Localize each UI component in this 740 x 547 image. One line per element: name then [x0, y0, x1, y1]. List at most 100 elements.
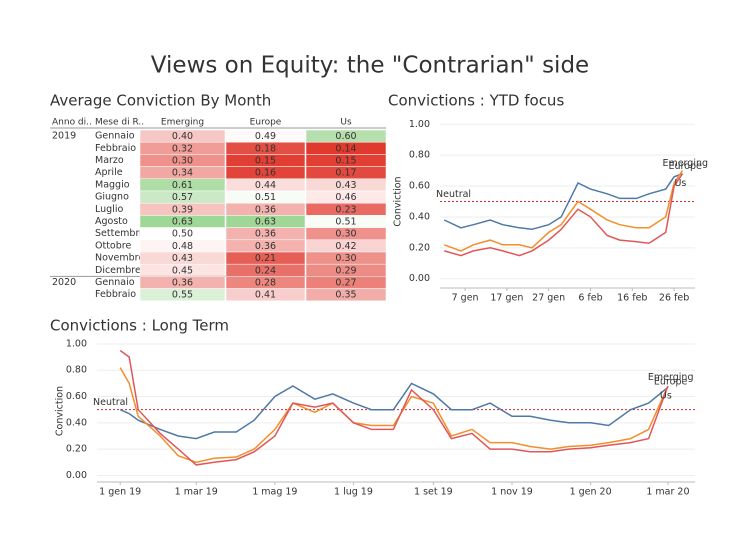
series-line — [119, 382, 669, 440]
month-label: Giugno — [95, 192, 129, 203]
cell-label: 0.44 — [255, 180, 276, 191]
y-tick-label: 1.00 — [409, 119, 430, 130]
series-line — [119, 367, 669, 464]
y-tick-label: 0.40 — [66, 417, 87, 428]
cell-label: 0.36 — [255, 229, 276, 240]
y-tick-label: 0.00 — [66, 470, 87, 481]
cell-label: 0.60 — [335, 131, 356, 142]
y-tick-label: 0.40 — [409, 211, 430, 222]
heatmap-title: Average Conviction By Month — [50, 92, 271, 110]
cell-label: 0.34 — [172, 168, 193, 179]
cell-label: 0.43 — [335, 180, 356, 191]
month-label: Maggio — [95, 179, 130, 190]
series-line — [443, 173, 684, 257]
series-line — [443, 172, 683, 231]
year-label: 2019 — [52, 131, 76, 142]
cell-label: 0.36 — [172, 278, 193, 289]
y-tick-label: 0.60 — [66, 391, 87, 402]
series-line — [119, 349, 669, 466]
cell-label: 0.57 — [172, 192, 193, 203]
x-tick-label: 1 lug 19 — [334, 487, 373, 498]
cell-label: 0.17 — [335, 168, 356, 179]
column-header: Europe — [250, 118, 282, 128]
series-line — [443, 170, 684, 252]
cell-label: 0.42 — [335, 241, 356, 252]
cell-label: 0.32 — [172, 143, 193, 154]
cell-label: 0.36 — [255, 241, 276, 252]
x-tick-label: 1 mar 20 — [646, 487, 689, 498]
cell-label: 0.40 — [172, 131, 193, 142]
y-tick-label: 0.20 — [66, 444, 87, 455]
cell-label: 0.55 — [172, 290, 193, 301]
month-label: Agosto — [95, 216, 128, 227]
x-tick-label: 27 gen — [532, 293, 565, 304]
row-header: Anno di.. — [52, 118, 92, 128]
y-tick-label: 1.00 — [66, 338, 87, 349]
x-tick-label: 16 feb — [617, 293, 647, 304]
cell-label: 0.48 — [172, 241, 193, 252]
cell-label: 0.28 — [255, 278, 276, 289]
x-tick-label: 1 gen 20 — [570, 487, 612, 498]
x-tick-label: 1 mag 19 — [252, 487, 297, 498]
cell-label: 0.27 — [335, 278, 356, 289]
cell-label: 0.43 — [172, 253, 193, 264]
cell-label: 0.35 — [335, 290, 356, 301]
x-tick-label: 26 feb — [659, 293, 689, 304]
y-tick-label: 0.80 — [409, 150, 430, 161]
month-label: Novembre — [95, 253, 144, 264]
x-tick-label: 7 gen — [452, 293, 479, 304]
neutral-label: Neutral — [436, 189, 471, 200]
cell-label: 0.14 — [335, 143, 356, 154]
x-tick-label: 1 set 19 — [414, 487, 453, 498]
cell-label: 0.23 — [335, 204, 356, 215]
cell-label: 0.15 — [255, 156, 276, 167]
x-tick-label: 17 gen — [490, 293, 523, 304]
month-label: Dicembre — [95, 265, 141, 276]
cell-label: 0.24 — [255, 265, 276, 276]
cell-label: 0.36 — [255, 204, 276, 215]
heat-cell — [139, 288, 226, 302]
cell-label: 0.15 — [335, 156, 356, 167]
cell-label: 0.61 — [172, 180, 193, 191]
month-label: Febbraio — [95, 289, 136, 300]
y-tick-label: 0.20 — [409, 242, 430, 253]
x-tick-label: 1 gen 19 — [99, 487, 141, 498]
y-tick-label: 0.00 — [409, 273, 430, 284]
cell-label: 0.46 — [335, 192, 356, 203]
chart-title: Convictions : Long Term — [50, 317, 229, 335]
heat-cell — [305, 288, 387, 302]
page-title: Views on Equity: the "Contrarian" side — [151, 53, 589, 79]
cell-label: 0.21 — [255, 253, 276, 264]
heat-cell — [225, 288, 306, 302]
cell-label: 0.18 — [255, 143, 276, 154]
series-label: Us — [674, 178, 686, 189]
cell-label: 0.51 — [335, 217, 356, 228]
y-axis-label: Conviction — [55, 386, 66, 436]
y-tick-label: 0.80 — [66, 365, 87, 376]
series-label: Europe — [654, 377, 688, 388]
cell-label: 0.39 — [172, 204, 193, 215]
chart-title: Convictions : YTD focus — [388, 92, 564, 110]
x-tick-label: 1 nov 19 — [491, 487, 533, 498]
series-label: Us — [660, 391, 672, 402]
month-label: Febbraio — [95, 143, 136, 154]
month-label: Gennaio — [95, 277, 135, 288]
cell-label: 0.41 — [255, 290, 276, 301]
cell-label: 0.51 — [255, 192, 276, 203]
row-header: Mese di R.. — [95, 118, 144, 128]
cell-label: 0.16 — [255, 168, 276, 179]
x-tick-label: 6 feb — [578, 293, 602, 304]
y-tick-label: 0.60 — [409, 181, 430, 192]
cell-label: 0.30 — [335, 253, 356, 264]
cell-label: 0.49 — [255, 131, 276, 142]
cell-label: 0.29 — [335, 265, 356, 276]
column-header: Us — [340, 118, 352, 128]
month-label: Settembre — [95, 228, 145, 239]
month-label: Marzo — [95, 155, 124, 166]
column-header: Emerging — [161, 118, 204, 128]
month-label: Gennaio — [95, 131, 135, 142]
month-label: Aprile — [95, 167, 123, 178]
y-axis-label: Conviction — [393, 176, 404, 226]
cell-label: 0.50 — [172, 229, 193, 240]
